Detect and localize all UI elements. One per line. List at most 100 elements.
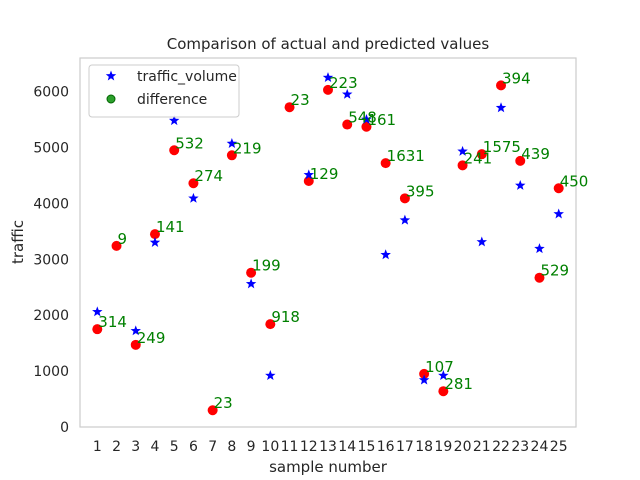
legend-star-mark [105, 70, 117, 81]
difference-data-label: 129 [310, 165, 339, 183]
difference-point [534, 272, 545, 283]
difference-data-label: 1631 [387, 147, 425, 165]
traffic-volume-point [245, 278, 257, 289]
x-axis-ticks: 1 2 3 4 5 6 7 8 9 10 11 12 13 14 15 16 17 18 19 20 21 22 23 24 2… [93, 439, 568, 455]
difference-point [553, 183, 564, 194]
difference-data-label: 548 [348, 109, 377, 127]
x-tick-label: 14 [338, 439, 356, 455]
difference-point [399, 193, 410, 204]
difference-point [169, 145, 180, 156]
x-tick-label: 24 [531, 439, 549, 455]
traffic-volume-point [418, 374, 430, 385]
traffic-volume-point [399, 214, 411, 225]
x-tick-label: 4 [151, 439, 160, 455]
x-tick-label: 8 [227, 439, 236, 455]
traffic-volume-point [322, 72, 334, 83]
y-tick-label: 6000 [33, 85, 69, 101]
difference-data-label: 532 [175, 134, 204, 152]
y-tick-label: 4000 [33, 196, 69, 212]
legend-label-traffic-volume: traffic_volume [137, 69, 237, 85]
x-tick-label: 10 [261, 439, 279, 455]
traffic-volume-point [188, 192, 199, 203]
x-tick-label: 19 [434, 439, 452, 455]
difference-point [457, 160, 468, 171]
traffic-volume-point [303, 169, 315, 180]
x-tick-label: 6 [189, 439, 198, 455]
traffic-volume-point [476, 236, 488, 247]
difference-data-label: 281 [444, 375, 473, 393]
y-tick-label: 3000 [33, 252, 69, 268]
difference-data-label: 529 [540, 262, 569, 280]
legend-label-difference: difference [137, 92, 207, 108]
x-axis-label: sample number [269, 458, 388, 476]
difference-point [149, 229, 160, 240]
difference-data-label: 9 [118, 230, 128, 248]
legend-dot-icon [106, 94, 116, 104]
x-tick-label: 17 [396, 439, 414, 455]
difference-point [380, 158, 391, 169]
x-tick-label: 22 [492, 439, 510, 455]
y-tick-label: 2000 [33, 308, 69, 324]
difference-point [111, 240, 122, 251]
difference-data-label: 107 [425, 358, 454, 376]
difference-data-label: 219 [233, 139, 262, 157]
difference-point [476, 149, 487, 160]
difference-data-label: 439 [521, 145, 550, 163]
difference-data-label: 141 [156, 218, 185, 236]
x-tick-label: 5 [170, 439, 179, 455]
x-tick-label: 13 [319, 439, 337, 455]
traffic-volume-point [361, 114, 372, 124]
traffic-volume-point [515, 179, 526, 190]
x-tick-label: 3 [131, 439, 140, 455]
difference-point [226, 150, 237, 161]
difference-point [323, 84, 333, 95]
y-tick-label: 1000 [33, 364, 69, 380]
difference-point [265, 319, 276, 330]
difference-data-label: 249 [137, 329, 166, 347]
difference-point [342, 119, 353, 130]
x-tick-label: 7 [208, 439, 217, 455]
difference-point [246, 267, 257, 278]
x-tick-label: 9 [247, 439, 256, 455]
difference-point [130, 339, 141, 350]
traffic-volume-point [92, 306, 103, 317]
y-axis-ticks: 0 1000 2000 3000 4000 5000 6000 [33, 85, 69, 436]
difference-data-label: 1575 [483, 138, 521, 156]
difference-point [92, 324, 103, 335]
traffic-volume-point [553, 208, 564, 219]
x-tick-label: 21 [473, 439, 491, 455]
legend-dot-mark [106, 94, 116, 104]
difference-point [188, 178, 199, 189]
plot-area [79, 57, 577, 428]
difference-data-label: 223 [329, 74, 358, 92]
x-tick-label: 18 [415, 439, 433, 455]
y-tick-label: 0 [60, 420, 69, 436]
x-tick-label: 15 [358, 439, 376, 455]
x-tick-label: 11 [281, 439, 299, 455]
difference-labels: 3149249141532274232191999182312922354816… [98, 69, 588, 412]
difference-data-label: 23 [214, 394, 233, 412]
difference-point [515, 155, 526, 166]
traffic-volume-point [168, 115, 180, 126]
traffic-volume-point [341, 88, 353, 99]
legend-box [88, 64, 240, 118]
traffic-volume-point [438, 370, 449, 381]
legend-star-icon [105, 70, 117, 81]
traffic-volume-point [380, 249, 391, 260]
traffic-volume-point [130, 325, 141, 336]
difference-data-label: 241 [464, 149, 493, 167]
difference-point [496, 80, 507, 91]
traffic-volume-point [457, 145, 468, 156]
difference-point [419, 368, 430, 379]
difference-point [284, 102, 295, 113]
difference-data-label: 314 [98, 313, 127, 331]
difference-data-label: 395 [406, 182, 435, 200]
y-tick-label: 5000 [33, 140, 69, 156]
difference-data-label: 23 [291, 91, 310, 109]
traffic-volume-point [265, 370, 276, 381]
difference-data-label: 394 [502, 69, 531, 87]
chart-title: Comparison of actual and predicted value… [167, 35, 490, 53]
x-tick-label: 20 [454, 439, 472, 455]
difference-data-label: 199 [252, 257, 281, 275]
difference-data-label: 450 [560, 172, 589, 190]
